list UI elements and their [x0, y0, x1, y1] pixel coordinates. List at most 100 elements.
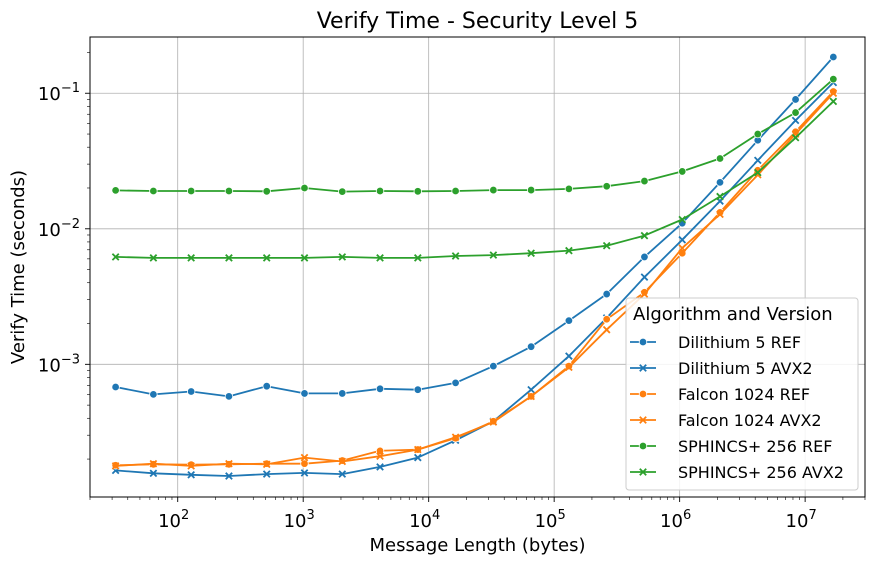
- marker-x-stroke: [225, 459, 233, 468]
- series-line: [115, 56, 834, 398]
- data-point: [187, 471, 195, 479]
- data-point: [224, 392, 234, 401]
- marker-x-stroke: [602, 241, 611, 250]
- data-point: [527, 392, 535, 401]
- data-point: [791, 127, 800, 136]
- data-point: [338, 187, 347, 196]
- data-point: [186, 186, 196, 196]
- data-point: [413, 385, 423, 394]
- data-point: [791, 95, 800, 104]
- legend-swatch-marker: [639, 416, 647, 424]
- data-point: [186, 387, 196, 396]
- legend: Algorithm and Version Dilithium 5 REFDil…: [625, 297, 859, 491]
- data-point: [375, 186, 385, 196]
- data-point: [413, 445, 422, 454]
- legend-swatch-marker: [638, 441, 648, 451]
- data-point: [225, 459, 233, 468]
- data-point: [413, 453, 422, 462]
- series-group: [111, 78, 838, 480]
- data-point: [716, 210, 724, 219]
- data-point: [338, 470, 347, 478]
- data-point: [640, 176, 649, 186]
- marker-x-stroke: [639, 416, 647, 424]
- data-point: [489, 361, 498, 371]
- legend-label: Falcon 1024 AVX2: [678, 411, 822, 430]
- data-point: [111, 253, 120, 261]
- data-point: [602, 182, 611, 191]
- data-point: [262, 460, 271, 469]
- marker-x-stroke: [225, 254, 233, 262]
- data-point: [564, 316, 574, 325]
- data-point: [678, 244, 687, 252]
- legend-items: Dilithium 5 REF Dilithium 5 AVX2 Falcon 10…: [630, 333, 844, 482]
- data-point: [451, 252, 460, 260]
- marker-x-stroke: [753, 171, 762, 179]
- data-point: [300, 389, 309, 398]
- data-point: [564, 184, 574, 194]
- x-tick-label: 106: [660, 508, 691, 532]
- marker-x-stroke: [791, 116, 800, 125]
- legend-title: Algorithm and Version: [633, 304, 833, 325]
- x-axis-title: Message Length (bytes): [369, 535, 585, 556]
- marker-x-stroke: [376, 254, 384, 262]
- data-point: [640, 231, 649, 240]
- legend-label: Falcon 1024 REF: [678, 385, 810, 404]
- marker-x-stroke: [149, 254, 158, 262]
- x-tick-labels: 102 103 104 105 106 107: [158, 508, 817, 532]
- data-point: [678, 167, 687, 176]
- legend-item: Dilithium 5 AVX2: [630, 359, 813, 378]
- marker-x-stroke: [639, 468, 647, 476]
- data-point: [640, 252, 649, 262]
- marker-x-stroke: [678, 215, 687, 224]
- marker-x-stroke: [489, 251, 498, 259]
- major-ticks: [85, 92, 806, 502]
- x-tick-label: 105: [535, 508, 566, 532]
- series-group: [111, 52, 838, 401]
- marker-x-stroke: [565, 363, 573, 372]
- legend-swatch-marker: [639, 364, 647, 372]
- marker-x-stroke: [602, 325, 611, 334]
- marker-x-stroke: [678, 235, 687, 244]
- data-point: [829, 87, 838, 96]
- marker-x-stroke: [262, 254, 271, 262]
- marker-x-stroke: [413, 254, 422, 262]
- data-point: [225, 472, 233, 480]
- data-point: [376, 463, 384, 471]
- data-point: [602, 289, 611, 299]
- data-point: [526, 185, 536, 195]
- legend-item: SPHINCS+ 256 REF: [630, 437, 832, 456]
- data-point: [376, 254, 384, 262]
- marker-x-stroke: [829, 97, 838, 106]
- x-tick-label: 107: [786, 508, 817, 532]
- data-point: [338, 389, 347, 398]
- marker-x-stroke: [451, 433, 460, 442]
- legend-item: SPHINCS+ 256 AVX2: [630, 463, 844, 482]
- data-point: [300, 459, 309, 468]
- legend-swatch-marker: [638, 389, 648, 399]
- data-point: [678, 235, 687, 244]
- marker-x-stroke: [640, 273, 649, 281]
- data-point: [149, 254, 158, 262]
- data-point: [187, 462, 195, 470]
- series-group: [111, 97, 838, 262]
- data-point: [300, 254, 309, 262]
- marker-x-stroke: [149, 469, 158, 478]
- data-point: [451, 378, 460, 388]
- data-point: [526, 342, 536, 351]
- data-point: [489, 251, 498, 259]
- legend-label: Dilithium 5 AVX2: [678, 359, 813, 378]
- data-point: [715, 208, 725, 217]
- data-point: [489, 418, 498, 426]
- marker-x-stroke: [300, 254, 309, 262]
- x-tick-label: 102: [158, 508, 189, 532]
- series-line: [115, 100, 834, 259]
- data-point: [565, 246, 573, 255]
- legend-item: Falcon 1024 AVX2: [630, 411, 822, 430]
- marker-x-stroke: [187, 254, 195, 262]
- data-point: [451, 186, 460, 196]
- marker-x-stroke: [338, 470, 347, 478]
- data-point: [111, 382, 120, 392]
- data-point: [829, 52, 838, 62]
- data-point: [300, 453, 309, 462]
